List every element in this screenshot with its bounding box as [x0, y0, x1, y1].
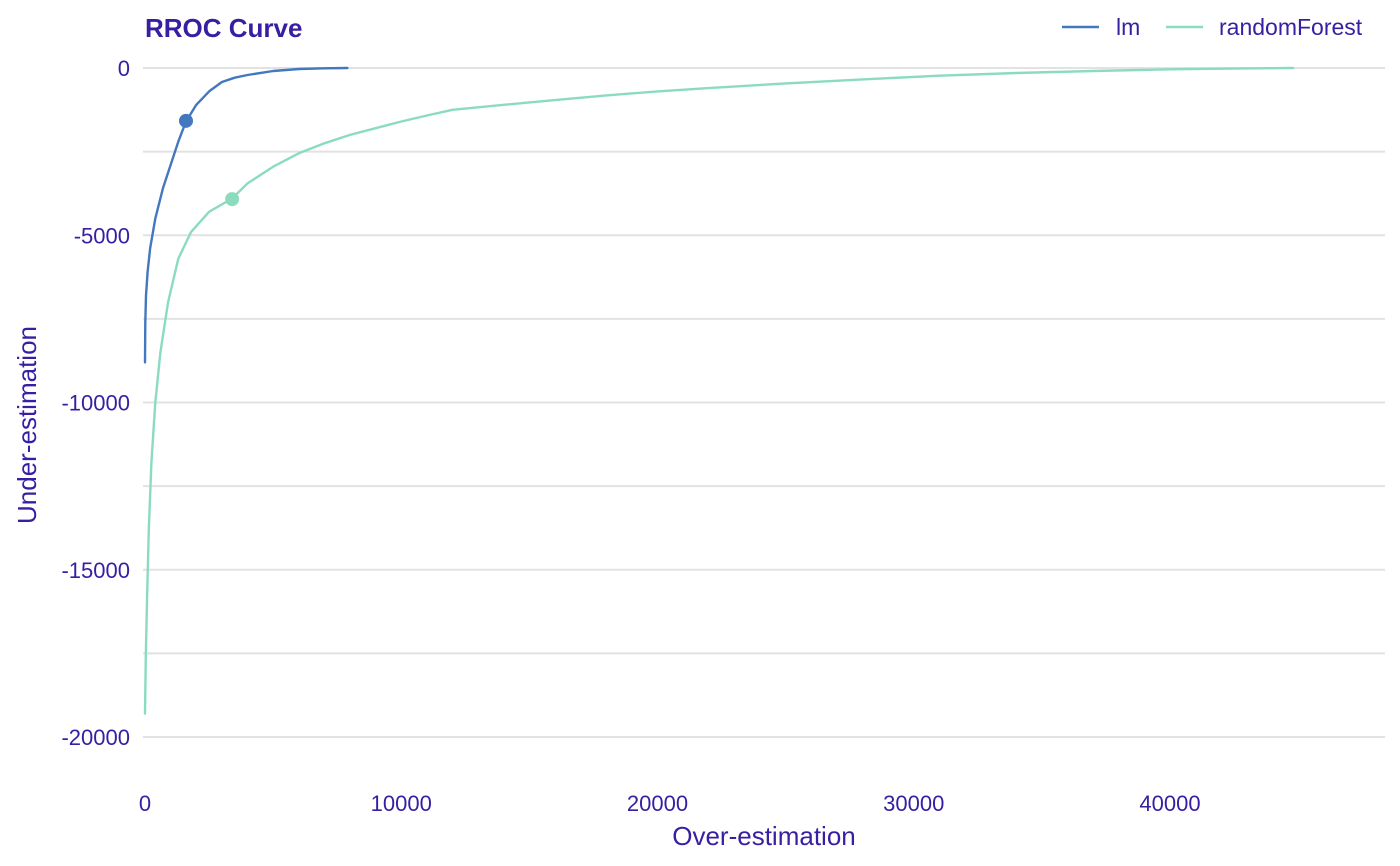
legend-label-lm: lm: [1116, 14, 1140, 40]
legend: lm randomForest: [1062, 14, 1363, 40]
x-tick-label: 20000: [627, 791, 688, 816]
y-tick-label: -15000: [61, 558, 130, 583]
x-tick-label: 30000: [883, 791, 944, 816]
x-axis-ticks: 0 10000 20000 30000 40000: [139, 791, 1201, 816]
y-tick-label: -10000: [61, 391, 130, 416]
x-tick-label: 40000: [1139, 791, 1200, 816]
x-tick-label: 10000: [371, 791, 432, 816]
y-tick-label: -20000: [61, 725, 130, 750]
grid: [143, 67, 1385, 738]
y-axis-ticks: 0 -5000 -10000 -15000 -20000: [61, 56, 130, 750]
y-tick-label: -5000: [74, 223, 130, 248]
point-lm: [179, 113, 193, 128]
legend-label-randomForest: randomForest: [1219, 14, 1363, 40]
x-axis-title: Over-estimation: [672, 821, 856, 851]
y-axis-title: Under-estimation: [12, 326, 42, 524]
chart-title: RROC Curve: [145, 13, 302, 43]
point-randomForest: [225, 192, 240, 207]
curve-randomForest: [143, 66, 1295, 715]
curves: [143, 66, 1295, 715]
points: [179, 113, 240, 207]
y-tick-label: 0: [118, 56, 130, 81]
x-tick-label: 0: [139, 791, 151, 816]
